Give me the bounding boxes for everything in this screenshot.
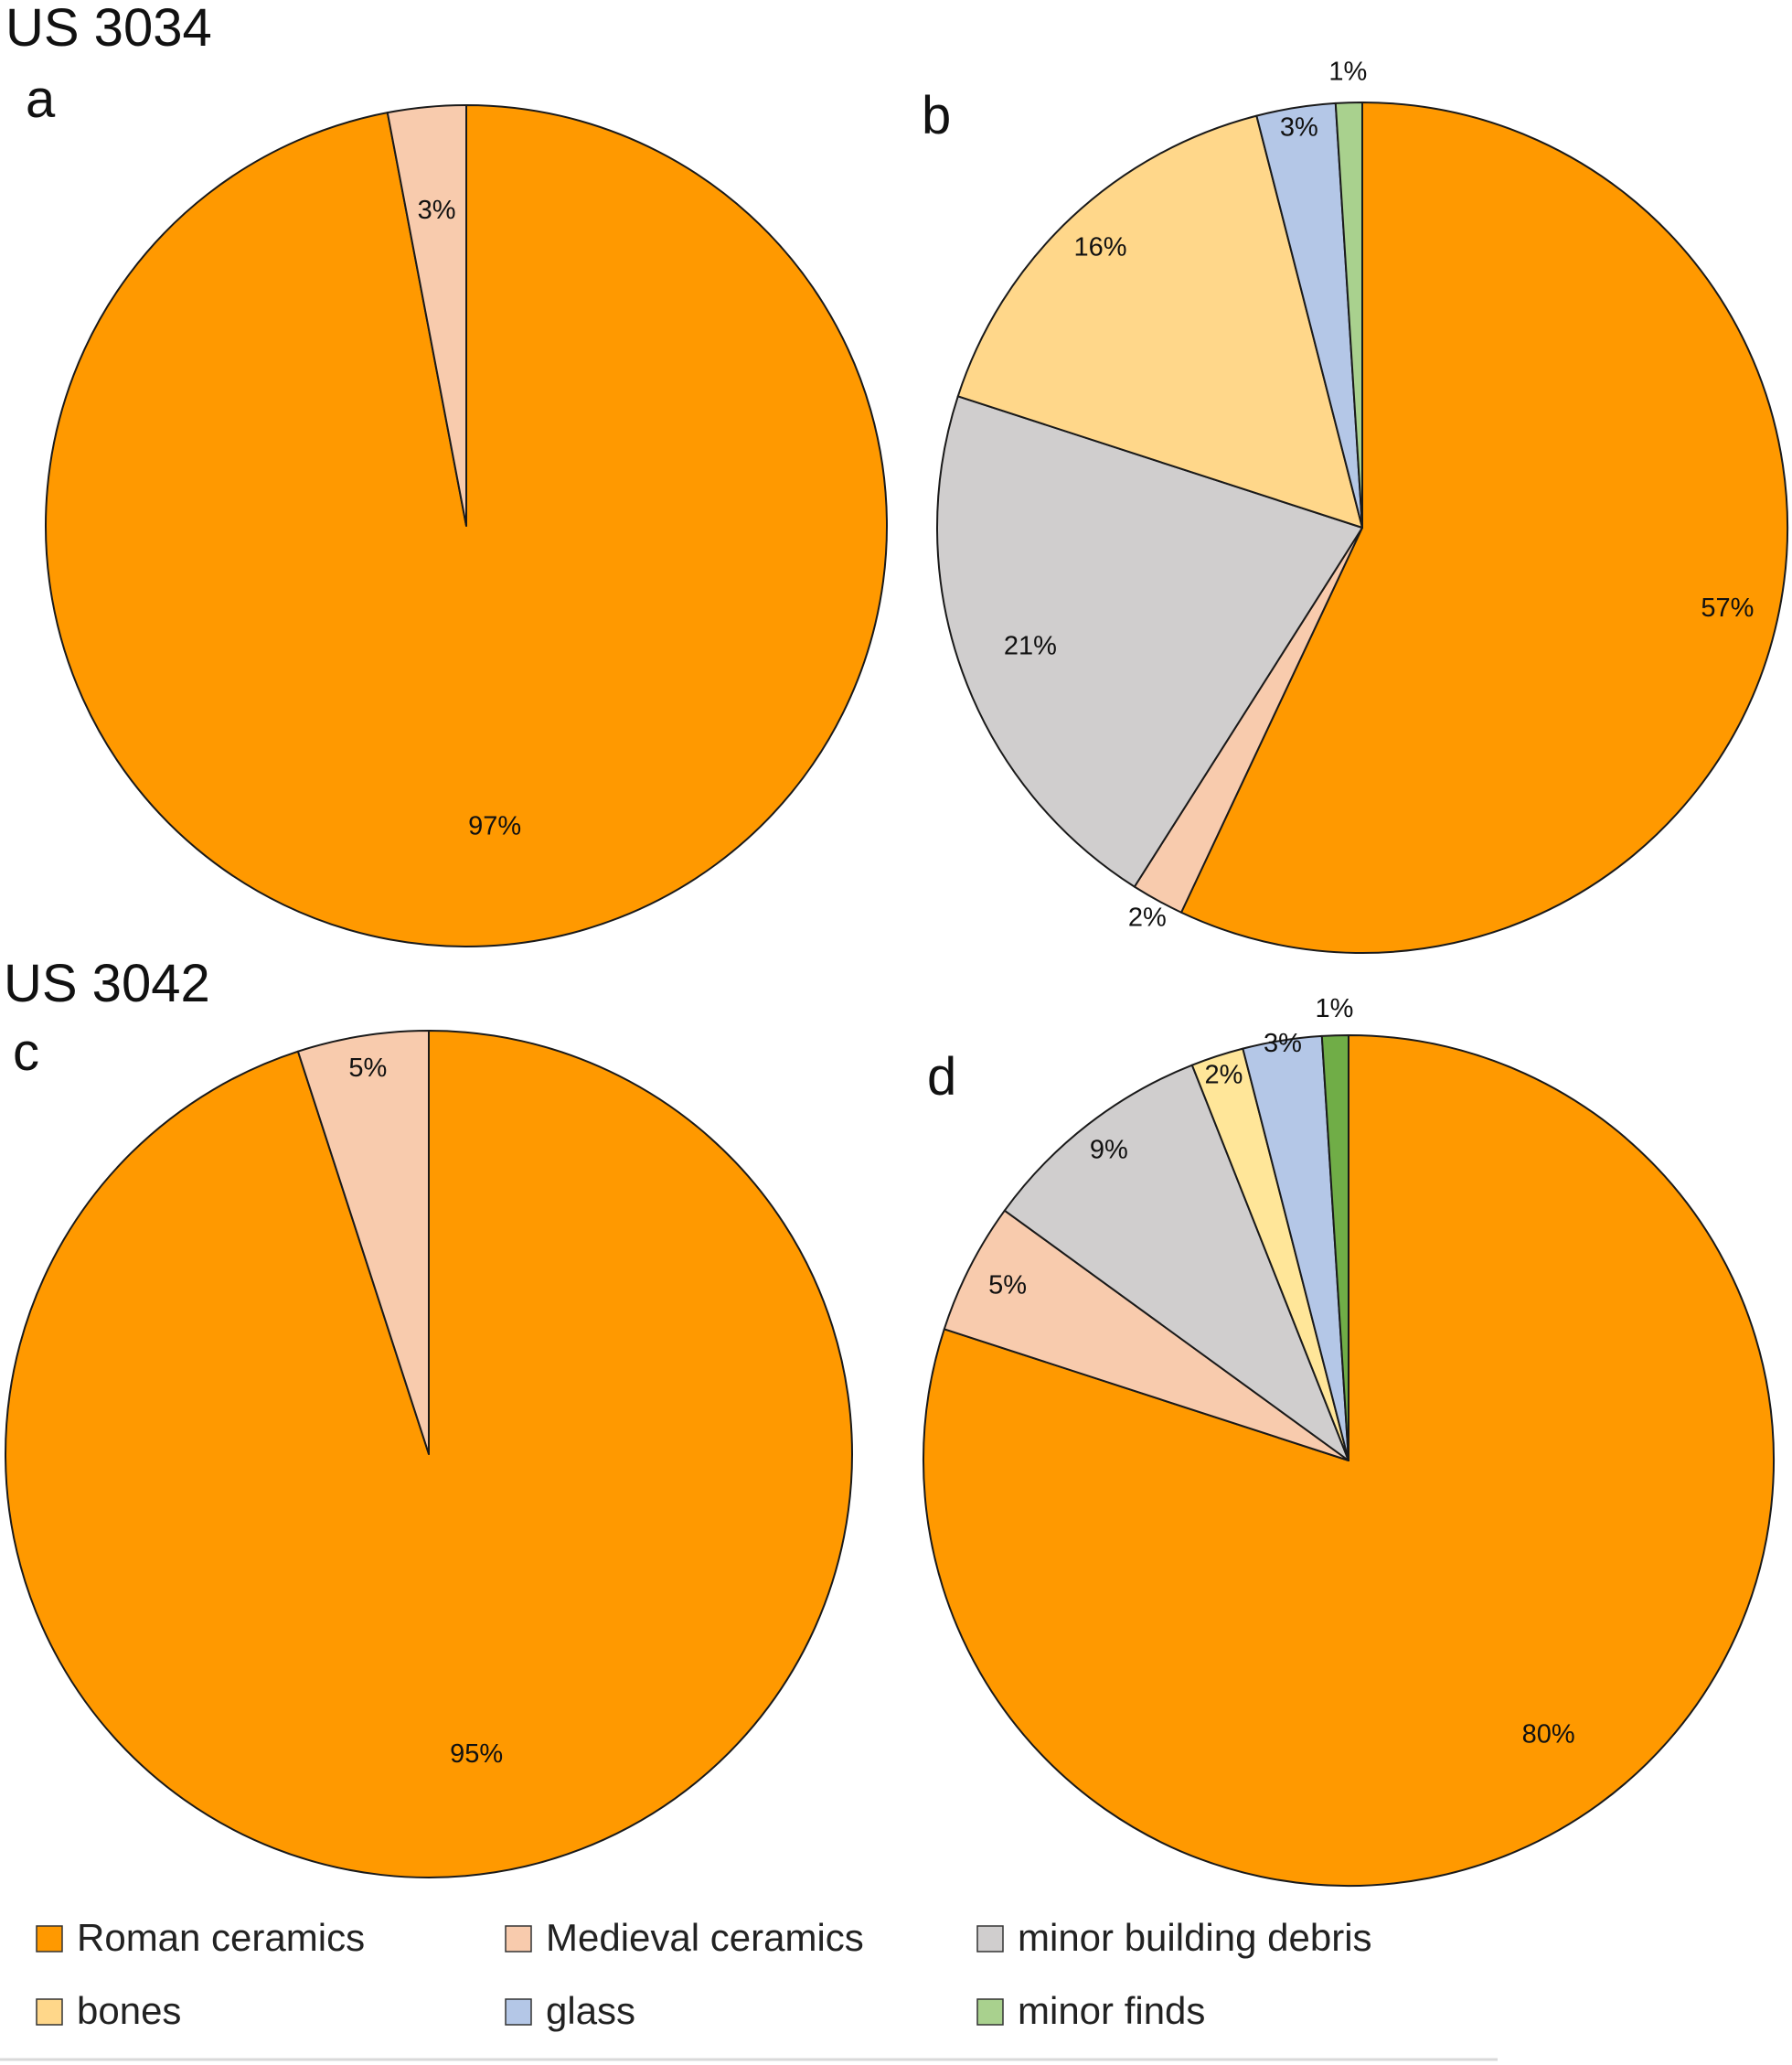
pie-b-label-minor-finds: 1% xyxy=(1328,57,1367,86)
pie-b-label-glass: 3% xyxy=(1280,112,1318,142)
pie-d-label-minor-building-debris: 9% xyxy=(1090,1136,1128,1165)
pie-b-slice-bones xyxy=(956,114,1363,529)
legend-swatch-bones xyxy=(36,1998,63,2026)
legend-swatch-minor-finds xyxy=(976,1998,1004,2026)
panel-letter-d: d xyxy=(927,1047,956,1107)
pie-charts: 97% 3% 57% 2% 21% 16% 3% 1% 95% 5% 80% 5% 9% 2% 3% 1% xyxy=(5,57,1788,1887)
pie-b-label-medieval-ceramics: 2% xyxy=(1128,904,1167,933)
panel-letter-b: b xyxy=(922,86,951,145)
pie-b-slice-minor-finds xyxy=(1334,102,1363,529)
pie-a-label-medieval-ceramics: 3% xyxy=(418,196,456,225)
pie-b: 57% 2% 21% 16% 3% 1% xyxy=(936,57,1788,954)
pie-d-slice-minor-building-debris xyxy=(1003,1064,1349,1461)
pie-c-label-roman-ceramics: 95% xyxy=(450,1739,503,1769)
section-label-us-3042: US 3042 xyxy=(4,954,210,1013)
legend-swatch-minor-building-debris xyxy=(976,1925,1004,1953)
pie-d-label-roman-ceramics: 80% xyxy=(1522,1720,1575,1749)
pie-d-label-bones: 2% xyxy=(1205,1061,1243,1090)
pie-c: 95% 5% xyxy=(5,1030,853,1878)
legend-label-minor-finds: minor finds xyxy=(1018,1989,1205,2032)
pie-d-slice-minor-finds xyxy=(1320,1034,1349,1461)
pie-d: 80% 5% 9% 2% 3% 1% xyxy=(923,994,1776,1887)
pie-d-label-glass: 3% xyxy=(1264,1029,1302,1058)
pie-b-label-roman-ceramics: 57% xyxy=(1701,594,1754,623)
legend-swatch-roman-ceramics xyxy=(36,1925,63,1953)
legend-label-minor-building-debris: minor building debris xyxy=(1018,1916,1372,1959)
pie-c-slice-medieval-ceramics xyxy=(296,1030,430,1455)
legend-swatch-medieval-ceramics xyxy=(505,1925,532,1953)
pie-a: 97% 3% xyxy=(45,104,888,947)
legend-label-bones: bones xyxy=(77,1989,181,2032)
pie-d-label-medieval-ceramics: 5% xyxy=(988,1271,1027,1300)
legend-label-medieval-ceramics: Medieval ceramics xyxy=(546,1916,864,1959)
pie-b-label-bones: 16% xyxy=(1073,233,1126,262)
legend-label-roman-ceramics: Roman ceramics xyxy=(77,1916,365,1959)
panel-letter-c: c xyxy=(13,1022,39,1082)
pie-b-slice-roman-ceramics xyxy=(1180,102,1788,954)
legend-label-glass: glass xyxy=(546,1989,635,2032)
section-label-us-3034: US 3034 xyxy=(5,0,212,58)
pie-a-slice-medieval-ceramics xyxy=(386,104,467,527)
pie-d-label-minor-finds: 1% xyxy=(1316,994,1354,1023)
pie-d-slice-medieval-ceramics xyxy=(943,1209,1349,1461)
pie-a-label-roman-ceramics: 97% xyxy=(468,811,521,840)
pie-b-slice-minor-building-debris xyxy=(936,395,1363,888)
pie-c-label-medieval-ceramics: 5% xyxy=(348,1054,387,1083)
legend: Roman ceramics Medieval ceramics minor bui… xyxy=(36,1916,1372,2032)
panel-letter-a: a xyxy=(26,70,56,129)
pie-b-label-minor-building-debris: 21% xyxy=(1004,631,1057,660)
legend-swatch-glass xyxy=(505,1998,532,2026)
